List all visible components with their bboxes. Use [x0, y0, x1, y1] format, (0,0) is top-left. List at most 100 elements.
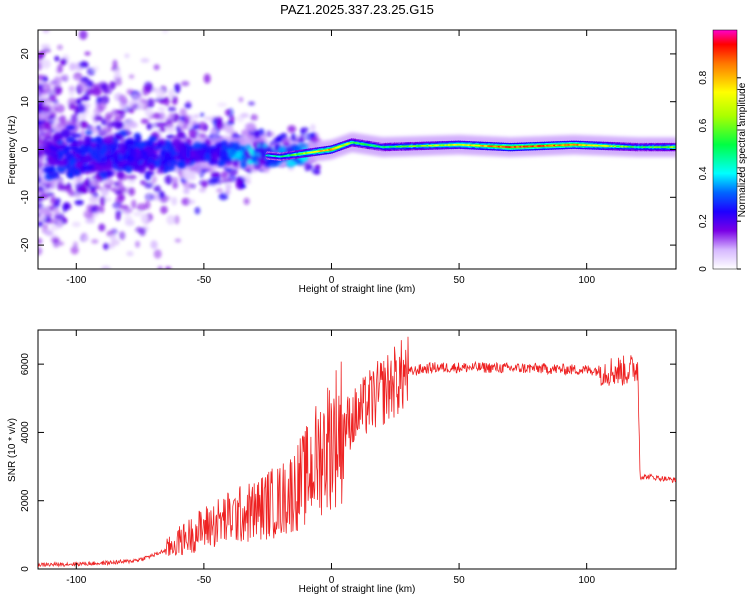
- spectrogram-cell: [89, 114, 96, 120]
- spectrogram-cell: [224, 124, 234, 135]
- spectrogram-cell: [42, 30, 50, 33]
- spectrogram-cell: [42, 48, 51, 53]
- spectrogram-cell: [115, 121, 125, 129]
- spectrogram-cell: [187, 199, 196, 205]
- spectrogram-cell: [283, 136, 289, 145]
- spectrogram-cell: [286, 159, 297, 168]
- spectrogram-cell: [83, 144, 90, 149]
- spectrogram-cell: [109, 81, 116, 90]
- spectrogram-cell: [228, 170, 239, 175]
- spectrogram-cell: [95, 155, 102, 163]
- spectrogram-cell: [241, 174, 252, 180]
- spectrogram-cell: [216, 188, 224, 193]
- spectrogram-cell: [166, 214, 176, 225]
- spectrogram-cell: [68, 102, 77, 110]
- spectrogram-cell: [79, 120, 88, 129]
- spectrogram-cell: [98, 223, 106, 232]
- snr-ytick-label: 4000: [20, 421, 31, 444]
- spectrogram-cell: [99, 205, 105, 214]
- spectrogram-cell: [158, 112, 166, 121]
- spectrogram-cell: [287, 125, 297, 133]
- spectrogram-cell: [204, 152, 211, 162]
- spectrogram-cell: [220, 149, 230, 159]
- spectrogram-cell: [168, 88, 175, 99]
- spectrogram-cell: [38, 152, 43, 159]
- spectrogram-cell: [165, 125, 176, 133]
- spectrogram-cell: [52, 99, 59, 104]
- snr-xlabel: Height of straight line (km): [299, 584, 416, 595]
- spectrogram-cell: [203, 73, 211, 84]
- spectrogram-cell: [159, 159, 165, 165]
- spectrogram-cell: [45, 166, 55, 172]
- spectrogram-cell: [62, 204, 68, 213]
- spectrogram-cell: [229, 147, 236, 157]
- spectrogram-cell: [199, 142, 208, 148]
- spectrogram-cell: [67, 168, 74, 174]
- spectrogram-cell: [65, 184, 72, 194]
- spectrogram-cell: [102, 136, 113, 144]
- spectrogram-cell: [123, 123, 130, 130]
- spectrogram-cell: [117, 195, 124, 201]
- spectrogram-cell: [83, 209, 94, 219]
- spectrogram-cell: [60, 58, 67, 66]
- spectrogram-cell: [70, 245, 79, 255]
- spectrogram-cell: [115, 210, 124, 215]
- spectrogram-cell: [116, 171, 125, 179]
- spectrogram-cell: [124, 53, 130, 59]
- spectrogram-cell: [95, 136, 102, 143]
- spectrogram-cell: [40, 192, 49, 201]
- spectrogram-cell: [174, 238, 182, 243]
- spectrogram-ylabel: Frequency (Hz): [7, 116, 18, 185]
- spectrogram-cell: [128, 149, 138, 157]
- spectrogram-xtick-label: 100: [578, 275, 595, 286]
- spectrogram-cell: [89, 179, 97, 188]
- spectrogram-cell: [43, 125, 51, 131]
- spectrogram-cell: [80, 155, 89, 164]
- spectrogram-xtick-label: 50: [454, 275, 466, 286]
- spectrogram-cell: [165, 118, 174, 124]
- spectrogram-cell: [136, 136, 142, 141]
- spectrogram-cell: [275, 137, 281, 143]
- spectrogram-cell: [126, 251, 134, 257]
- spectrogram-cell: [65, 125, 76, 130]
- spectrogram-cell: [115, 109, 124, 114]
- spectrogram-cell: [101, 143, 108, 149]
- spectrogram-cell: [98, 171, 108, 178]
- spectrogram-cell: [39, 213, 46, 220]
- spectrogram-cell: [119, 204, 130, 210]
- spectrogram-cell: [40, 44, 51, 49]
- spectrogram-cell: [52, 133, 61, 142]
- spectrogram-cell: [216, 178, 222, 185]
- spectrogram-cell: [136, 203, 147, 212]
- spectrogram-cell: [100, 84, 107, 90]
- spectrogram-cell: [176, 130, 185, 139]
- spectrogram-cell: [133, 139, 139, 145]
- spectrogram-cell: [75, 148, 83, 155]
- snr-xtick-label: -100: [66, 575, 86, 586]
- spectrogram-cell: [140, 58, 150, 63]
- spectrogram-cell: [298, 135, 305, 145]
- spectrogram-cell: [76, 98, 82, 105]
- spectrogram-cell: [112, 59, 118, 70]
- spectrogram-cell: [82, 179, 91, 188]
- spectrogram-cell: [182, 171, 190, 181]
- spectrogram-cell: [84, 135, 91, 144]
- spectrogram-cell: [210, 171, 221, 177]
- spectrogram-cell: [160, 205, 168, 215]
- spectrogram-cell: [56, 164, 67, 173]
- spectrogram-cell: [81, 235, 89, 242]
- spectrogram-cell: [221, 177, 229, 184]
- spectrogram-cell: [60, 128, 71, 138]
- spectrogram-cell: [135, 240, 141, 248]
- spectrogram-cell: [146, 123, 153, 131]
- spectrogram-ytick-label: 0: [20, 146, 31, 152]
- spectrogram-cell: [181, 145, 188, 154]
- spectrogram-cell: [88, 164, 95, 169]
- spectrogram-cell: [68, 159, 76, 166]
- spectrogram-cell: [38, 119, 42, 125]
- spectrogram-cell: [74, 199, 84, 206]
- snr-frame: [37, 329, 677, 570]
- spectrogram-cell: [91, 239, 99, 244]
- spectrogram-cell: [225, 183, 232, 190]
